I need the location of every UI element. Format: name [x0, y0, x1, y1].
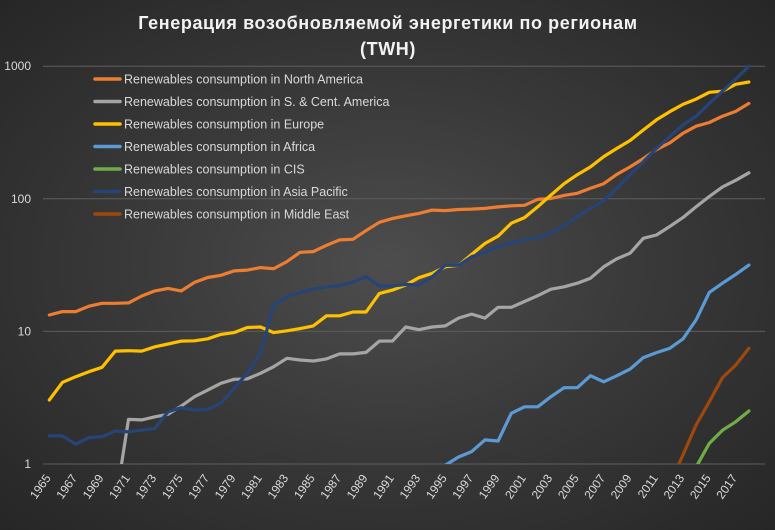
x-tick-label: 2005: [555, 471, 582, 501]
x-tick-label: 1977: [185, 471, 212, 501]
legend-item[interactable]: Renewables consumption in S. & Cent. Ame…: [93, 95, 389, 109]
x-tick-label: 2011: [635, 471, 661, 500]
x-tick-label: 1965: [27, 471, 54, 501]
x-tick-label: 1989: [344, 471, 371, 501]
legend-label: Renewables consumption in Middle East: [124, 208, 350, 222]
series-line-2: [47, 80, 751, 402]
x-tick-label: 2007: [581, 471, 608, 501]
series-line-3: [444, 263, 751, 464]
x-tick-label: 1997: [449, 471, 476, 501]
x-tick-label: 1975: [159, 471, 186, 501]
y-tick-label: 100: [11, 192, 31, 206]
chart-title: Генерация возобновляемой энергетики по р…: [138, 13, 637, 33]
series-line-1: [119, 171, 751, 464]
x-tick-label: 1983: [265, 471, 292, 501]
legend-item[interactable]: Renewables consumption in CIS: [93, 163, 305, 177]
x-tick-label: 2009: [608, 471, 635, 501]
legend-label: Renewables consumption in CIS: [124, 163, 305, 177]
legend-label: Renewables consumption in S. & Cent. Ame…: [124, 95, 389, 109]
x-tick-label: 1979: [212, 471, 239, 501]
gridlines: [43, 65, 765, 465]
x-tick-label: 1967: [53, 471, 80, 501]
x-tick-label: 2003: [529, 471, 556, 501]
series-line-4: [695, 409, 751, 464]
x-axis: 1965 1967 1969 1971 1973 1975 1977 1979 1981 1983…: [27, 471, 740, 501]
legend-label: Renewables consumption in Europe: [124, 118, 324, 132]
legend-item[interactable]: Renewables consumption in Asia Pacific: [93, 185, 348, 199]
x-tick-label: 1993: [397, 471, 424, 501]
x-tick-label: 1999: [476, 471, 503, 501]
legend-item[interactable]: Renewables consumption in Europe: [93, 118, 324, 132]
legend-item[interactable]: Renewables consumption in Africa: [93, 140, 315, 154]
legend-item[interactable]: Renewables consumption in North America: [93, 73, 363, 87]
series-lines: [47, 64, 751, 464]
x-tick-label: 2001: [502, 471, 529, 501]
x-tick-label: 2017: [713, 471, 740, 501]
series-line-6: [677, 346, 751, 464]
legend-label: Renewables consumption in North America: [124, 73, 363, 87]
y-tick-label: 1: [24, 457, 31, 471]
series-line-0: [47, 101, 751, 317]
x-tick-label: 2015: [687, 471, 714, 501]
chart-subtitle: (TWH): [360, 39, 416, 59]
legend-label: Renewables consumption in Africa: [124, 140, 315, 154]
x-tick-label: 1969: [80, 471, 107, 501]
y-axis: 1000 100 10 1: [4, 59, 31, 471]
x-tick-label: 1971: [106, 471, 133, 501]
x-tick-label: 1985: [291, 471, 318, 501]
series-line-5: [47, 64, 751, 446]
x-tick-label: 1981: [238, 471, 265, 501]
y-tick-label: 1000: [4, 59, 31, 73]
legend-item[interactable]: Renewables consumption in Middle East: [93, 208, 350, 222]
x-tick-label: 1995: [423, 471, 450, 501]
legend-label: Renewables consumption in Asia Pacific: [124, 185, 348, 199]
legend: Renewables consumption in North America R…: [93, 73, 389, 222]
x-tick-label: 1991: [370, 471, 397, 501]
x-tick-label: 1987: [317, 471, 344, 501]
x-tick-label: 1973: [133, 471, 160, 501]
x-tick-label: 2013: [661, 471, 688, 501]
y-tick-label: 10: [18, 324, 32, 338]
